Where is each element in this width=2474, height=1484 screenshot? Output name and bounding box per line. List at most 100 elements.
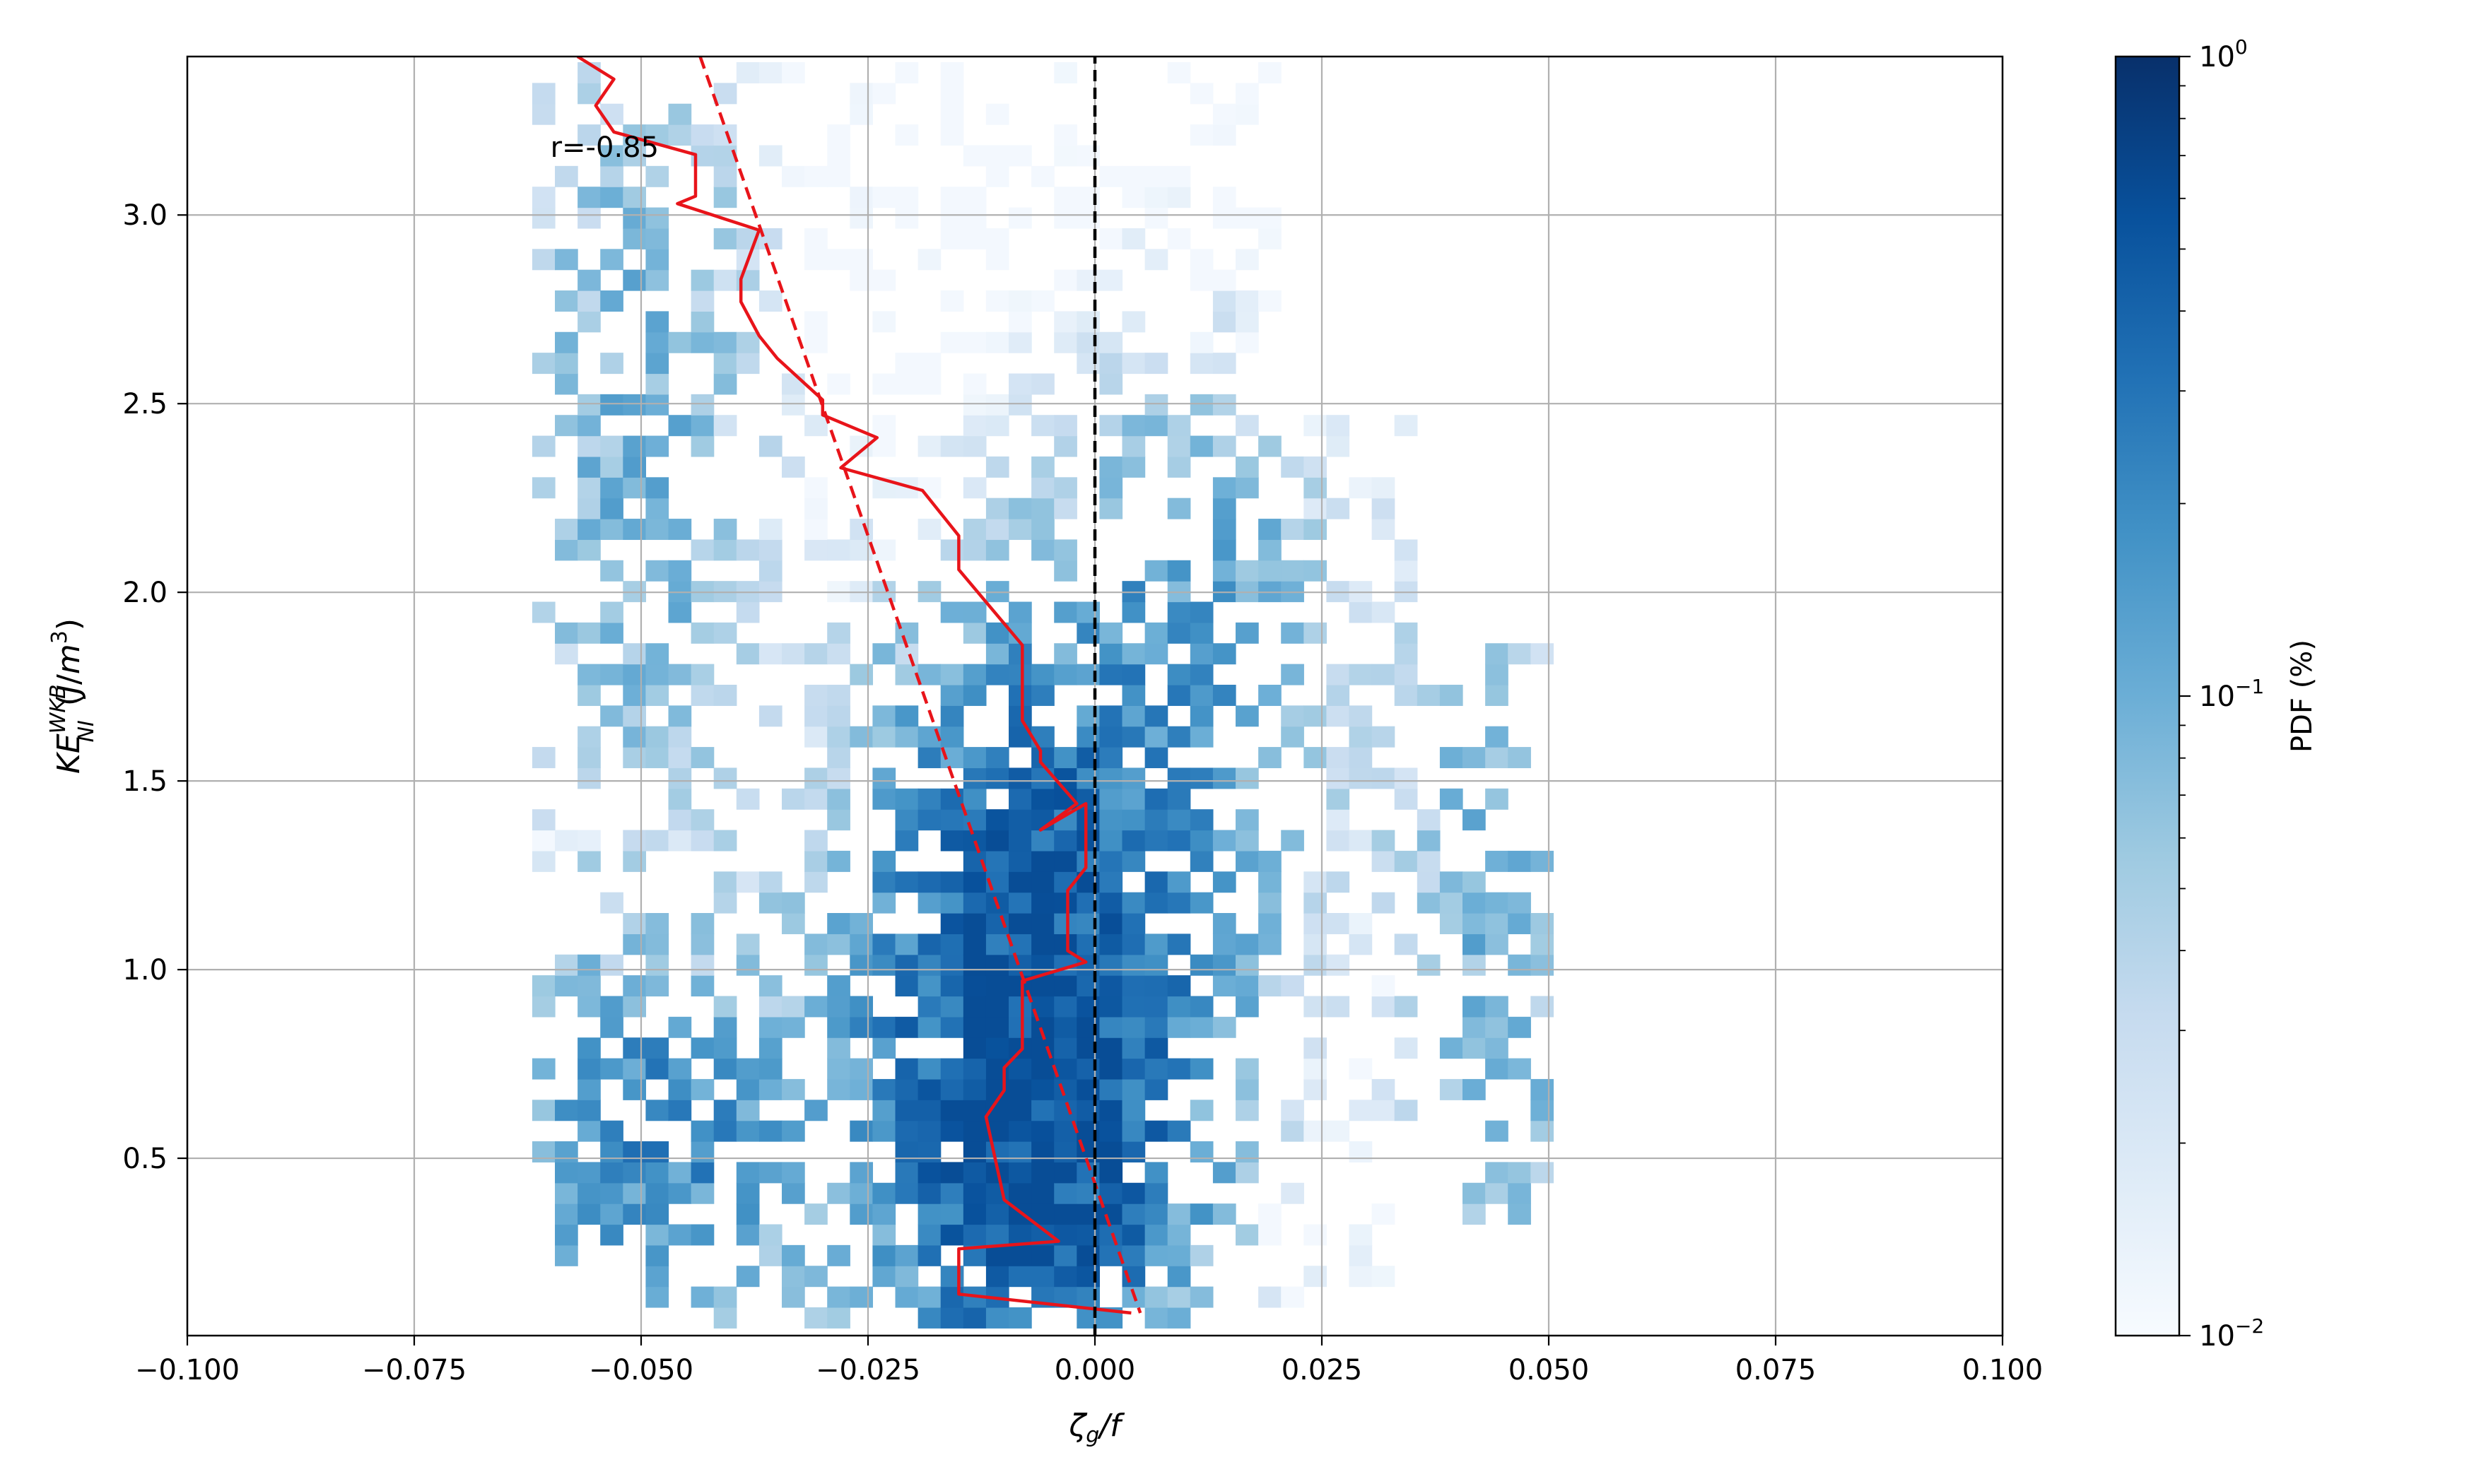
heatmap-cell [1009, 643, 1032, 665]
heatmap-cell [1371, 497, 1395, 519]
heatmap-cell [691, 1141, 715, 1162]
heatmap-cell [1122, 1141, 1146, 1162]
heatmap-cell [872, 934, 896, 955]
heatmap-cell [1144, 809, 1168, 831]
heatmap-cell [758, 1224, 782, 1246]
heatmap-cell [1054, 1203, 1077, 1225]
heatmap-cell [1122, 892, 1146, 914]
heatmap-cell [1485, 664, 1508, 685]
heatmap-cell [713, 1286, 737, 1308]
heatmap-cell [645, 165, 669, 187]
heatmap-cell [1349, 664, 1373, 685]
heatmap-cell [895, 207, 919, 229]
heatmap-cell [1122, 767, 1146, 789]
heatmap-cell [940, 664, 964, 685]
heatmap-cell [940, 435, 964, 457]
x-tick-label: −0.100 [135, 1354, 240, 1386]
heatmap-cell [1031, 290, 1055, 312]
heatmap-cell [782, 1182, 805, 1204]
heatmap-cell [1417, 954, 1441, 976]
heatmap-cell [1485, 747, 1508, 769]
heatmap-cell [1099, 1224, 1123, 1246]
heatmap-cell [1281, 519, 1304, 541]
heatmap-cell [1190, 622, 1214, 644]
heatmap-cell [1190, 996, 1214, 1018]
heatmap-cell [827, 1078, 850, 1100]
heatmap-cell [1190, 892, 1214, 914]
x-tick-label: 0.000 [1055, 1354, 1136, 1386]
heatmap-cell [555, 519, 578, 541]
heatmap-cell [578, 435, 601, 457]
heatmap-cell [532, 353, 556, 375]
heatmap-cell [1462, 1203, 1486, 1225]
heatmap-cell [1349, 767, 1373, 789]
heatmap-cell [850, 1182, 874, 1204]
heatmap-cell [1394, 850, 1418, 872]
heatmap-cell [668, 664, 692, 685]
heatmap-cell [578, 83, 601, 105]
heatmap-cell [963, 892, 987, 914]
correlation-annotation: r=-0.85 [551, 131, 659, 164]
heatmap-cell [1394, 1037, 1418, 1059]
heatmap-cell [1236, 456, 1259, 478]
heatmap-cell [623, 1182, 647, 1204]
heatmap-cell [1054, 435, 1077, 457]
heatmap-cell [1122, 996, 1146, 1018]
heatmap-cell [963, 331, 987, 353]
heatmap-cell [1054, 767, 1077, 789]
heatmap-cell [691, 394, 715, 416]
heatmap-cell [1394, 664, 1418, 685]
heatmap-cell [668, 601, 692, 623]
heatmap-cell [918, 664, 942, 685]
heatmap-cell [850, 913, 874, 934]
heatmap-cell [1054, 145, 1077, 167]
heatmap-cell [1485, 1037, 1508, 1059]
heatmap-cell [758, 996, 782, 1018]
heatmap-cell [1054, 975, 1077, 997]
heatmap-cell [940, 871, 964, 893]
heatmap-cell [1236, 1162, 1259, 1184]
heatmap-cell [985, 643, 1009, 665]
heatmap-cell [668, 1058, 692, 1080]
heatmap-cell [1054, 1141, 1077, 1162]
heatmap-cell [1258, 934, 1282, 955]
heatmap-cell [1394, 643, 1418, 665]
heatmap-cell [532, 747, 556, 769]
heatmap-cell [1167, 228, 1191, 249]
heatmap-cell [623, 934, 647, 955]
heatmap-cell [918, 373, 942, 395]
heatmap-cell [1144, 207, 1168, 229]
heatmap-cell [1303, 913, 1327, 934]
heatmap-cell [600, 290, 623, 312]
heatmap-cell [645, 684, 669, 706]
heatmap-cell [1031, 788, 1055, 810]
heatmap-cell [827, 1037, 850, 1059]
heatmap-cell [804, 165, 828, 187]
heatmap-cell [1099, 1058, 1123, 1080]
heatmap-cell [691, 1078, 715, 1100]
heatmap-cell [985, 145, 1009, 167]
colorbar-tick-label: 100 [2199, 35, 2248, 73]
heatmap-cell [1122, 1203, 1146, 1225]
heatmap-cell [782, 62, 805, 83]
heatmap-cell [623, 477, 647, 499]
heatmap-cell [668, 331, 692, 353]
heatmap-cell [645, 830, 669, 852]
heatmap-cell [1190, 1286, 1214, 1308]
heatmap-cell [1462, 1016, 1486, 1038]
heatmap-cell [578, 622, 601, 644]
heatmap-cell [985, 165, 1009, 187]
heatmap-cell [713, 228, 737, 249]
heatmap-cell [691, 747, 715, 769]
heatmap-cell [1122, 664, 1146, 685]
heatmap-cell [1417, 809, 1441, 831]
heatmap-cell [600, 1058, 623, 1080]
heatmap-cell [1009, 394, 1032, 416]
heatmap-cell [1054, 560, 1077, 582]
heatmap-cell [985, 809, 1009, 831]
heatmap-cell [1031, 1100, 1055, 1121]
heatmap-cell [1167, 726, 1191, 748]
heatmap-cell [1417, 830, 1441, 852]
heatmap-cell [713, 1307, 737, 1329]
heatmap-cell [1122, 187, 1146, 208]
